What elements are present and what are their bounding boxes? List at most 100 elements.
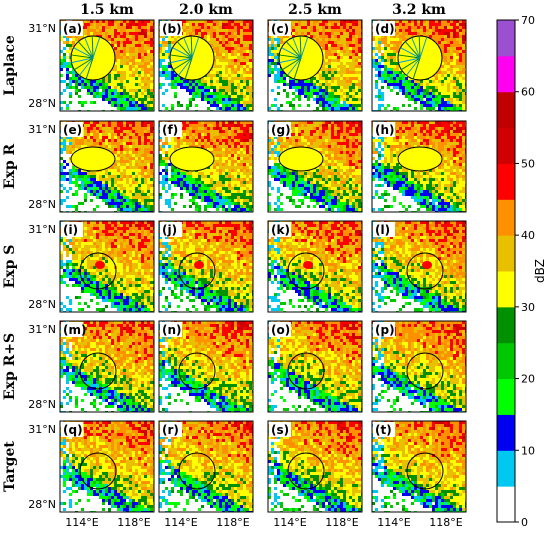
panel-e: (e) [59, 120, 155, 213]
panel-t: (t) [371, 420, 467, 513]
lat-tick: 31°N [28, 423, 56, 436]
panel-label: (r) [162, 423, 179, 437]
panel-label-bg [373, 222, 395, 237]
panel-label-bg [61, 21, 83, 36]
panel-frame [267, 420, 363, 513]
panel-m: (m) [59, 320, 155, 413]
panel-label-bg [373, 322, 395, 337]
lat-tick: 28°N [28, 198, 56, 211]
interpolated-region [278, 146, 324, 172]
interpolated-region [79, 352, 117, 390]
colorbar-segment [497, 342, 515, 380]
interpolated-region [178, 352, 216, 390]
row-title: Target [2, 441, 18, 492]
panel-label-bg [160, 122, 182, 137]
colorbar-segment [497, 450, 515, 487]
reflectivity-field [60, 121, 154, 212]
panel-d: (d) [371, 19, 467, 112]
panel-frame [267, 220, 363, 313]
panel-label-bg [160, 222, 182, 237]
panel-label-bg [160, 21, 182, 36]
interpolated-region [178, 452, 216, 490]
interpolated-region [397, 146, 443, 172]
colorbar-segment [497, 91, 515, 129]
panel-label-bg [269, 21, 291, 36]
panel-label: (j) [162, 223, 177, 237]
panel-frame [59, 220, 155, 313]
colorbar-label: dBZ [533, 259, 547, 283]
panel-frame [59, 320, 155, 413]
panel-frame [158, 120, 254, 213]
lat-tick: 31°N [28, 223, 56, 236]
reflectivity-field [60, 321, 154, 412]
panel-frame [371, 320, 467, 413]
panel-frame [371, 19, 467, 112]
colorbar-segment [497, 163, 515, 200]
lat-tick: 28°N [28, 498, 56, 511]
panel-b: (b) [158, 19, 254, 112]
interpolated-region [406, 452, 444, 490]
panel-frame [267, 19, 363, 112]
colorbar-segment [497, 20, 515, 57]
colorbar-segment [497, 271, 515, 308]
panel-frame [158, 420, 254, 513]
panel-frame [59, 120, 155, 213]
colorbar-tick: 10 [521, 444, 535, 457]
panel-p: (p) [371, 320, 467, 413]
row-title: Exp S [2, 245, 18, 289]
lon-tick: 114°E [164, 516, 197, 529]
lon-tick: 118°E [216, 516, 249, 529]
panel-frame [158, 320, 254, 413]
panel-l: (l) [371, 220, 467, 313]
panel-k: (k) [267, 220, 363, 313]
panel-label: (n) [162, 323, 182, 337]
panel-q: (q) [59, 420, 155, 513]
panel-label: (o) [271, 323, 290, 337]
panel-grid: (a) (b) (c) (d) (e) (f) (g) (h) (i) (j) (k) (l) (m) (… [59, 19, 467, 513]
interpolated-region [178, 252, 216, 290]
panel-label: (k) [271, 223, 290, 237]
panel-label-bg [373, 21, 395, 36]
colorbar-tick: 50 [521, 157, 535, 170]
panel-h: (h) [371, 120, 467, 213]
colorbar-segment [497, 378, 515, 415]
colorbar-tick: 30 [521, 301, 535, 314]
panel-frame [267, 320, 363, 413]
lon-tick: 118°E [117, 516, 150, 529]
panel-j: (j) [158, 220, 254, 313]
lat-tick: 28°N [28, 298, 56, 311]
panel-label: (c) [271, 22, 289, 36]
interpolated-region [79, 252, 117, 290]
panel-n: (n) [158, 320, 254, 413]
high-reflectivity-core [303, 261, 313, 269]
interpolated-region [406, 252, 444, 290]
panel-label: (f) [162, 123, 178, 137]
colorbar: 0 10 20 30 40 50 60 70 dBZ [496, 14, 547, 529]
panel-frame [371, 120, 467, 213]
lon-tick: 118°E [429, 516, 462, 529]
panel-label-bg [160, 322, 182, 337]
panel-frame [59, 420, 155, 513]
colorbar-segment [497, 306, 515, 344]
panel-label: (q) [63, 423, 83, 437]
panel-s: (s) [267, 420, 363, 513]
column-title: 3.2 km [392, 2, 446, 18]
colorbar-segment [497, 235, 515, 272]
colorbar-tick: 0 [521, 516, 528, 529]
row-title: Exp R+S [2, 333, 18, 400]
panel-label: (t) [375, 423, 392, 437]
row-title: Exp R [2, 143, 18, 189]
panel-label-bg [373, 122, 395, 137]
row-titles: Laplace Exp R Exp S Exp R+S Target [2, 35, 18, 492]
colorbar-tick: 60 [521, 86, 535, 99]
colorbar-segment [497, 55, 515, 93]
panel-frame [371, 220, 467, 313]
panel-label: (s) [271, 423, 289, 437]
panel-o: (o) [267, 320, 363, 413]
interpolated-region [169, 146, 215, 172]
panel-label-bg [373, 422, 395, 437]
column-title: 1.5 km [80, 2, 134, 18]
panel-a: (a) [59, 19, 155, 112]
panel-label: (a) [63, 22, 82, 36]
axis-ticks: 31°N 28°N 31°N 28°N 31°N 28°N 31°N 28°N 31°N 28°N… [28, 22, 463, 529]
